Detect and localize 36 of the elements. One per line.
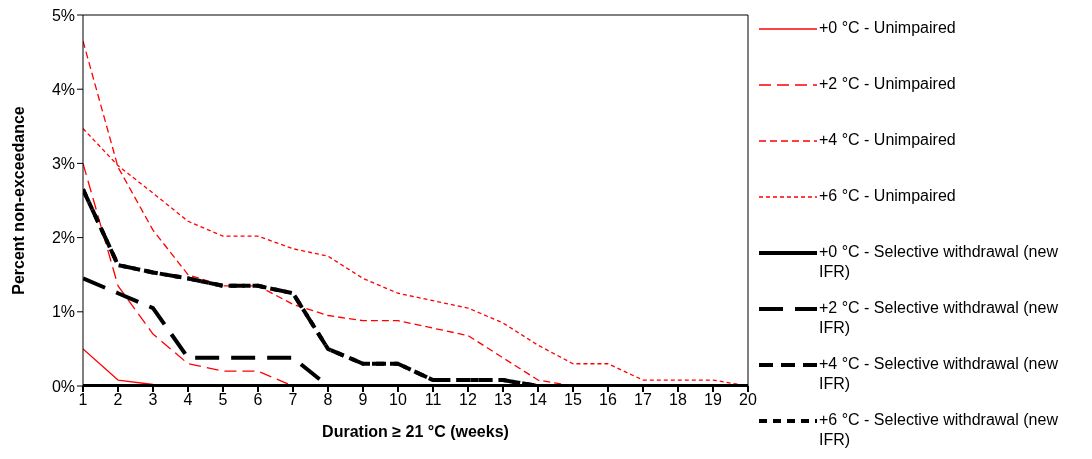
y-tick-label: 3% — [51, 155, 75, 173]
x-tick-label: 8 — [323, 391, 333, 409]
x-tick-label: 12 — [459, 391, 477, 409]
legend-label: +2 °C - Selective withdrawal (new IFR) — [819, 298, 1059, 338]
x-tick-label: 20 — [739, 391, 757, 409]
legend-label: +6 °C - Selective withdrawal (new IFR) — [819, 410, 1059, 450]
x-tick-label: 10 — [389, 391, 407, 409]
x-tick-label: 4 — [183, 391, 193, 409]
x-tick-label: 16 — [599, 391, 617, 409]
x-tick-label: 1 — [78, 391, 88, 409]
legend-label: +4 °C - Unimpaired — [819, 130, 957, 150]
x-tick-label: 18 — [669, 391, 687, 409]
y-tick-label: 2% — [51, 229, 75, 247]
x-tick-label: 13 — [494, 391, 512, 409]
x-tick-label: 2 — [113, 391, 123, 409]
legend-label: +6 °C - Unimpaired — [819, 186, 957, 206]
x-tick-label: 9 — [358, 391, 368, 409]
x-tick-label: 17 — [634, 391, 652, 409]
x-tick-label: 6 — [253, 391, 263, 409]
y-tick-label: 5% — [51, 6, 75, 24]
y-tick-label: 4% — [51, 80, 75, 98]
x-tick-label: 5 — [218, 391, 228, 409]
legend-label: +0 °C - Selective withdrawal (new IFR) — [819, 242, 1059, 282]
x-tick-label: 15 — [564, 391, 582, 409]
legend-label: +2 °C - Unimpaired — [819, 74, 957, 94]
y-axis-title: Percent non-exceedance — [9, 106, 27, 295]
x-tick-label: 19 — [704, 391, 722, 409]
x-tick-label: 3 — [148, 391, 158, 409]
y-tick-label: 1% — [51, 303, 75, 321]
x-tick-label: 14 — [529, 391, 547, 409]
x-tick-label: 11 — [424, 391, 442, 409]
legend-label: +0 °C - Unimpaired — [819, 18, 957, 38]
y-tick-label: 0% — [51, 377, 75, 395]
legend-label: +4 °C - Selective withdrawal (new IFR) — [819, 354, 1059, 394]
x-tick-label: 7 — [288, 391, 298, 409]
x-axis-title: Duration ≥ 21 °C (weeks) — [322, 423, 509, 440]
